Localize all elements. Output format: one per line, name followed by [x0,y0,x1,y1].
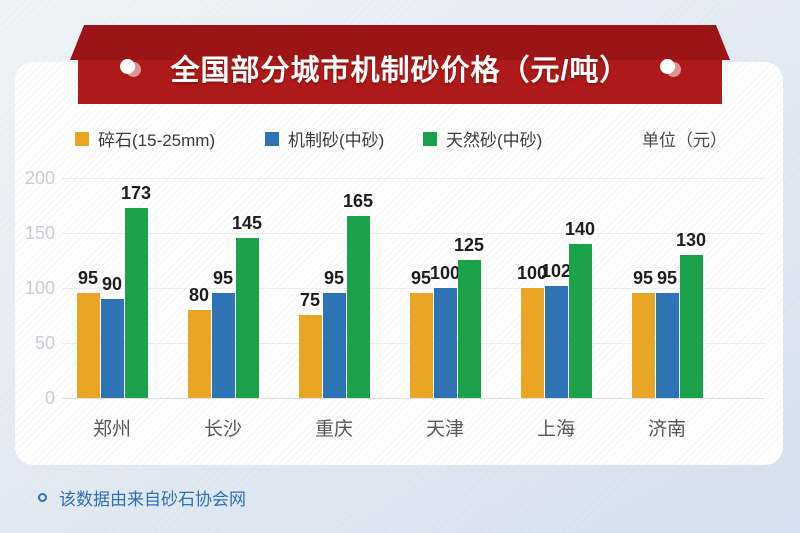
legend-item: 碎石(15-25mm) [75,126,215,151]
decorative-dot-right-icon [660,59,675,74]
legend-label: 碎石(15-25mm) [98,131,216,150]
legend-label: 机制砂(中砂) [288,131,385,150]
chart-panel [15,62,783,465]
page-title: 全国部分城市机制砂价格（元/吨） [170,55,630,87]
source-note: 该数据由来自砂石协会网 [38,487,246,509]
title-banner: 全国部分城市机制砂价格（元/吨） [70,25,730,104]
banner-ribbon [70,25,730,104]
legend-swatch-icon [75,131,89,146]
source-text: 该数据由来自砂石协会网 [59,489,246,509]
legend-item: 天然砂(中砂) [423,126,542,151]
decorative-dot-left-icon [120,59,135,74]
unit-label: 单位（元） [642,131,727,150]
legend-item: 机制砂(中砂) [265,126,384,151]
circle-bullet-icon [38,492,47,502]
legend-swatch-icon [265,131,279,146]
legend-swatch-icon [423,131,437,146]
chart-legend: 单位（元） 碎石(15-25mm) 机制砂(中砂) 天然砂(中砂) [0,126,800,151]
legend-label: 天然砂(中砂) [446,131,543,150]
